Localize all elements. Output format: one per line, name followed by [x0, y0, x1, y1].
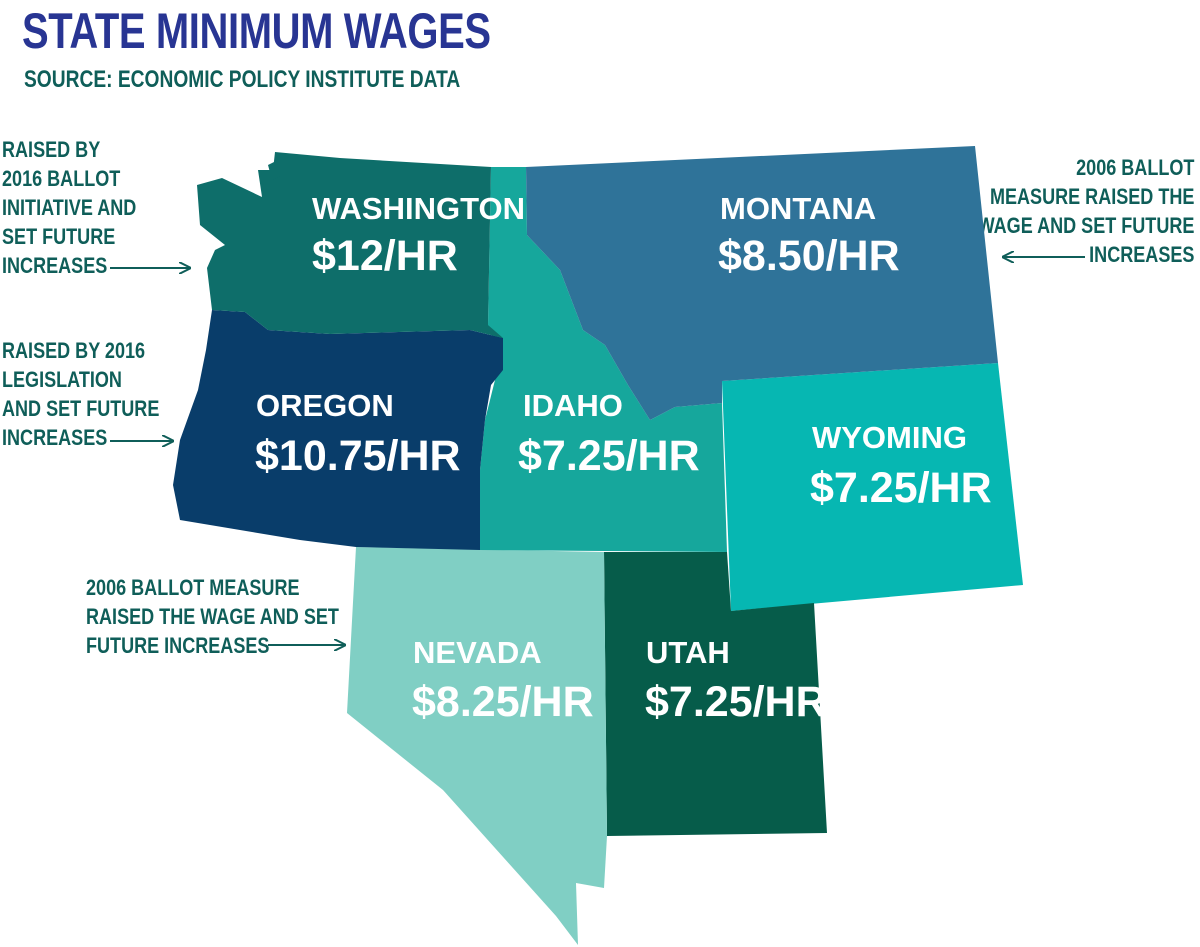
idaho-name: IDAHO — [523, 388, 623, 423]
washington-wage: $12/HR — [312, 232, 458, 280]
oregon-annotation: RAISED BY 2016 LEGISLATION AND SET FUTUR… — [2, 338, 160, 450]
oregon-region[interactable] — [173, 310, 503, 550]
utah-region[interactable] — [604, 552, 827, 836]
montana-region[interactable] — [526, 146, 998, 420]
washington-name: WASHINGTON — [312, 191, 525, 226]
montana-wage: $8.50/HR — [718, 232, 900, 280]
oregon-name: OREGON — [256, 388, 394, 423]
puget-sound-island — [268, 160, 281, 180]
nevada-name: NEVADA — [413, 635, 542, 670]
puget-sound-island — [274, 184, 284, 220]
washington-region[interactable] — [197, 152, 503, 338]
nevada-region[interactable] — [347, 547, 607, 945]
montana-annotation: 2006 BALLOT MEASURE RAISED THE WAGE AND … — [977, 155, 1194, 267]
idaho-wage: $7.25/HR — [518, 432, 700, 480]
source-subtitle: SOURCE: ECONOMIC POLICY INSTITUTE DATA — [24, 66, 461, 93]
wyoming-region[interactable] — [722, 363, 1023, 611]
washington-annotation: RAISED BY 2016 BALLOT INITIATIVE AND SET… — [2, 137, 137, 278]
idaho-region[interactable] — [480, 167, 727, 552]
page-title: STATE MINIMUM WAGES — [22, 3, 491, 59]
utah-wage: $7.25/HR — [645, 678, 827, 726]
montana-name: MONTANA — [720, 191, 876, 226]
wyoming-wage: $7.25/HR — [810, 464, 992, 512]
nevada-wage: $8.25/HR — [412, 678, 594, 726]
oregon-wage: $10.75/HR — [255, 432, 461, 480]
nevada-annotation: 2006 BALLOT MEASURE RAISED THE WAGE AND … — [86, 575, 339, 658]
wyoming-name: WYOMING — [812, 420, 967, 455]
utah-name: UTAH — [646, 635, 730, 670]
